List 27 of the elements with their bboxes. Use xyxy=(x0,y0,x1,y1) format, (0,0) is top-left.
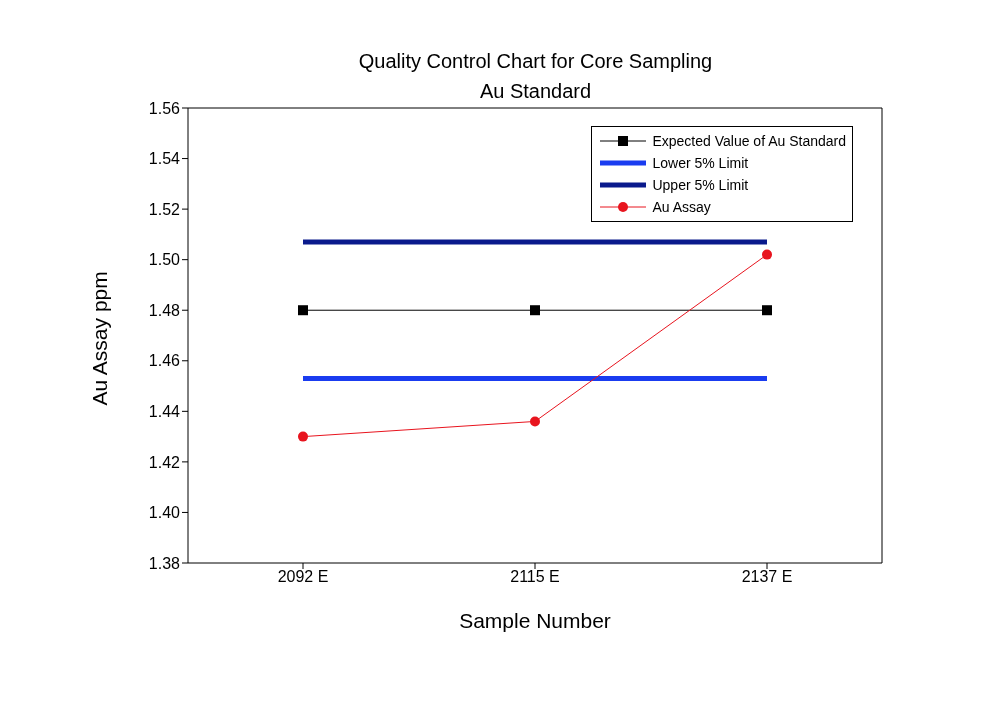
x-axis-title: Sample Number xyxy=(459,609,611,632)
point xyxy=(530,305,540,316)
y-tick-label: 1.38 xyxy=(148,554,181,572)
y-tick-label: 1.48 xyxy=(148,301,181,319)
point xyxy=(762,305,772,316)
chart-subtitle: Au Standard xyxy=(478,79,593,104)
point xyxy=(298,431,308,442)
y-tick-label: 1.52 xyxy=(148,200,181,218)
legend-label: Lower 5% Limit xyxy=(652,155,749,171)
chart-title: Quality Control Chart for Core Sampling xyxy=(357,49,714,74)
point xyxy=(530,416,540,427)
x-tick-label: 2137 E xyxy=(741,568,793,586)
y-tick-label: 1.56 xyxy=(148,99,181,117)
point xyxy=(762,249,772,260)
y-tick-label: 1.50 xyxy=(148,251,181,269)
legend-label: Au Assay xyxy=(652,199,711,215)
x-tick-label: 2115 E xyxy=(510,568,560,586)
y-tick-label: 1.42 xyxy=(148,453,181,471)
legend-label: Upper 5% Limit xyxy=(652,177,749,193)
y-tick-label: 1.46 xyxy=(148,352,181,370)
y-tick-label: 1.54 xyxy=(148,150,181,168)
point xyxy=(298,305,308,316)
y-axis-title: Au Assay ppm xyxy=(88,271,112,406)
y-tick-label: 1.40 xyxy=(148,504,181,522)
x-tick-label: 2092 E xyxy=(277,568,329,586)
y-tick-label: 1.44 xyxy=(148,403,181,421)
legend-label: Expected Value of Au Standard xyxy=(652,133,846,149)
